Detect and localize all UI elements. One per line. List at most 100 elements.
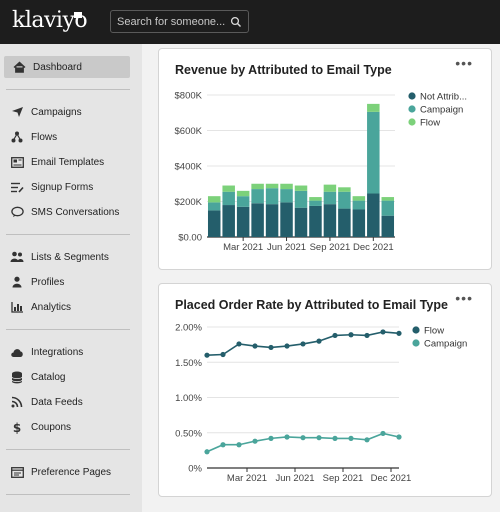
x-tick-label: Sep 2021 [310, 242, 351, 253]
revenue-chart: $0.00 $200K $400K $600K $800K Mar 2021 Jun 202… [175, 91, 467, 254]
send-icon [10, 105, 24, 119]
bar-segment [352, 196, 366, 201]
bar-segment [338, 191, 351, 209]
bar-segment [265, 204, 279, 237]
flow-icon [10, 130, 24, 144]
y-tick-label: $400K [175, 162, 203, 173]
sidebar-divider [6, 449, 130, 450]
revenue-card-menu-button[interactable]: ••• [455, 55, 473, 71]
bar-segment [309, 205, 322, 237]
bar-segment [338, 208, 351, 237]
legend-swatch [408, 118, 416, 126]
sidebar-item-catalog[interactable]: Catalog [0, 366, 142, 388]
order-rate-chart: 0% 0.50% 1.00% 1.50% 2.00% Mar 2021 Jun 2021 Se… [175, 323, 467, 485]
database-icon [10, 370, 24, 384]
people-icon [10, 250, 24, 264]
sidebar-item-flows[interactable]: Flows [0, 126, 142, 148]
bar-segment [352, 209, 366, 237]
bar-segment [236, 190, 250, 197]
sidebar-divider [6, 494, 130, 495]
sidebar-item-lists-segments[interactable]: Lists & Segments [0, 246, 142, 268]
sidebar-item-label: Coupons [31, 421, 72, 433]
cloud-icon [10, 345, 24, 359]
bar-segment [294, 190, 308, 208]
sidebar-item-profiles[interactable]: Profiles [0, 271, 142, 293]
bar-segment [381, 200, 395, 216]
sidebar-item-label: Catalog [31, 371, 66, 383]
order-rate-card: Placed Order Rate by Attributed to Email… [158, 283, 492, 497]
data-point [236, 341, 242, 347]
sidebar-item-label: Campaigns [31, 106, 82, 118]
top-bar: klaviyo [0, 0, 500, 44]
sidebar-divider [6, 329, 130, 330]
bar-segment [352, 200, 366, 210]
sidebar-item-coupons[interactable]: $ Coupons [0, 416, 142, 438]
sidebar-item-email-templates[interactable]: Email Templates [0, 151, 142, 173]
y-tick-label: 1.50% [175, 358, 202, 369]
sidebar-item-label: Preference Pages [31, 466, 112, 478]
data-point [300, 341, 306, 347]
bar-segment [323, 184, 337, 192]
data-point [268, 435, 274, 441]
data-point [332, 332, 338, 339]
x-tick-label: Jun 2021 [267, 242, 306, 253]
data-point [316, 338, 322, 344]
analytics-icon [10, 300, 24, 314]
bar-segment [280, 202, 293, 237]
logo-flag-icon [74, 12, 82, 18]
bar-segment [323, 191, 337, 205]
bar-segment [236, 206, 250, 237]
sidebar-item-signup-forms[interactable]: Signup Forms [0, 176, 142, 198]
legend-label: Campaign [424, 339, 467, 350]
data-point [204, 352, 210, 358]
home-icon [12, 60, 26, 74]
form-icon [10, 180, 24, 194]
sidebar-item-analytics[interactable]: Analytics [0, 296, 142, 318]
sidebar-item-preference-pages[interactable]: Preference Pages [0, 461, 142, 483]
legend-swatch [408, 105, 416, 113]
sidebar-item-integrations[interactable]: Integrations [0, 341, 142, 363]
y-tick-label: $600K [175, 126, 203, 137]
sidebar-item-label: Data Feeds [31, 396, 83, 408]
order-rate-card-menu-button[interactable]: ••• [455, 290, 473, 306]
bar-segment [280, 183, 293, 190]
data-point [252, 438, 258, 444]
x-tick-label: Mar 2021 [227, 473, 267, 484]
bar-segment [222, 205, 235, 237]
bar-segment [381, 215, 395, 237]
bar-segment [294, 207, 308, 237]
bar-segment [280, 189, 293, 203]
sidebar-item-label: Flows [31, 131, 58, 143]
sidebar-item-campaigns[interactable]: Campaigns [0, 101, 142, 123]
y-tick-label: 2.00% [175, 323, 202, 334]
search-box[interactable] [110, 10, 249, 33]
legend-swatch [408, 92, 416, 100]
search-icon[interactable] [230, 16, 242, 28]
sidebar-divider [6, 234, 130, 235]
bar-segment [251, 189, 264, 204]
bar-segment [222, 185, 235, 192]
data-point [236, 442, 242, 448]
bar-segment [236, 196, 250, 207]
sidebar-item-label: Lists & Segments [31, 251, 109, 263]
sidebar-item-label: Integrations [31, 346, 84, 358]
data-point [396, 434, 402, 440]
data-point [316, 435, 322, 441]
page-icon [10, 465, 24, 479]
x-tick-label: Dec 2021 [353, 242, 394, 253]
sidebar-item-label: Signup Forms [31, 181, 94, 193]
sidebar-item-data-feeds[interactable]: Data Feeds [0, 391, 142, 413]
bar-segment [323, 204, 337, 237]
sidebar-item-sms-conversations[interactable]: SMS Conversations [0, 201, 142, 223]
data-point [252, 343, 258, 349]
bar-segment [367, 111, 380, 194]
data-point [380, 430, 386, 437]
legend-label: Flow [424, 326, 444, 337]
data-point [284, 343, 290, 349]
x-tick-label: Jun 2021 [275, 473, 314, 484]
bar-segment [381, 197, 395, 201]
y-tick-label: 0% [188, 464, 202, 475]
sidebar-item-dashboard[interactable]: Dashboard [4, 56, 130, 78]
data-point [364, 332, 370, 339]
search-input[interactable] [117, 14, 227, 30]
